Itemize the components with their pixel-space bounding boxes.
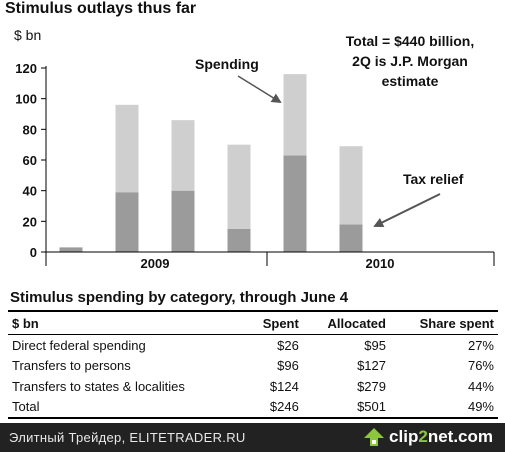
y-tick-label: 80 (23, 122, 37, 137)
brand-part-2: 2 (418, 427, 428, 446)
footer-bar: Элитный Трейдер, ELITETRADER.RU clip2net… (0, 423, 505, 452)
bar-tax-relief (227, 229, 251, 252)
bar-spending (283, 74, 307, 156)
tax-relief-annotation: Tax relief (403, 171, 464, 187)
table-cell-category: Total (8, 396, 246, 419)
bar-tax-relief (339, 224, 363, 252)
table-header-spent: Spent (245, 310, 303, 335)
bar-spending (227, 144, 251, 229)
table-cell-share: 49% (389, 396, 498, 419)
y-tick-label: 120 (15, 61, 37, 76)
spending-table: $ bn Spent Allocated Share spent Direct … (8, 310, 498, 419)
total-annotation: Total = $440 billion, 2Q is J.P. Morgan … (320, 31, 500, 91)
bar-spending (339, 146, 363, 225)
table-cell-share: 44% (467, 378, 494, 394)
table-cell-spent: $96 (277, 358, 299, 374)
brand-part-3: net.com (427, 427, 493, 446)
y-tick-label: 40 (23, 184, 37, 199)
clip2net-logo-icon (364, 428, 385, 446)
total-annotation-line-1: Total = $440 billion, (345, 33, 475, 49)
spending-arrow (237, 75, 282, 104)
bar-tax-relief (283, 155, 307, 252)
table-cell-spent: $124 (269, 378, 299, 394)
x-group-label: 2009 (141, 256, 170, 271)
table-row: Transfers to states & localities $124 $2… (8, 376, 498, 397)
table-cell-spent: $26 (277, 337, 299, 353)
table-cell-category: Transfers to states & localities (12, 378, 185, 394)
table-row-total: Total $246 $501 49% (8, 396, 498, 419)
bar-tax-relief (115, 192, 139, 252)
bar-spending (171, 120, 195, 191)
y-tick-label: 60 (23, 153, 37, 168)
bar-spending (115, 104, 139, 193)
table-row: Transfers to persons $96 $127 76% (8, 356, 498, 377)
table-cell-spent: $246 (245, 396, 303, 419)
total-annotation-line-2: 2Q is J.P. Morgan (352, 53, 468, 69)
table-title: Stimulus spending by category, through J… (10, 289, 349, 306)
chart-title: Stimulus outlays thus far (5, 0, 197, 17)
table-cell-allocated: $501 (302, 396, 390, 419)
y-tick-label: 20 (23, 214, 37, 229)
table-header-share-spent: Share spent (389, 310, 498, 335)
chart-plot: 0 20 40 60 80 100 120 2009 2010 (15, 61, 495, 271)
table-cell-allocated: $279 (357, 378, 386, 394)
bar-tax-relief (171, 190, 195, 252)
table-cell-category: Direct federal spending (12, 337, 146, 353)
spending-annotation: Spending (195, 56, 259, 72)
y-tick-label: 100 (15, 92, 37, 107)
y-axis-unit-label: $ bn (14, 27, 42, 43)
tax-relief-arrow (373, 193, 441, 227)
clip2net-wordmark: clip2net.com (389, 427, 493, 447)
brand-part-1: clip (389, 427, 419, 446)
table-row: Direct federal spending $26 $95 27% (8, 335, 498, 356)
table-header-allocated: Allocated (302, 310, 390, 335)
table-cell-category: Transfers to persons (12, 358, 131, 374)
table-cell-allocated: $95 (364, 337, 386, 353)
table-cell-share: 76% (467, 358, 494, 374)
table-header-unit: $ bn (8, 310, 246, 335)
total-annotation-line-3: estimate (381, 73, 439, 89)
table-cell-share: 27% (467, 337, 494, 353)
table-cell-allocated: $127 (357, 358, 386, 374)
x-group-label: 2010 (366, 256, 395, 271)
watermark-text: Элитный Трейдер, ELITETRADER.RU (9, 430, 246, 445)
bar-tax-relief (59, 247, 83, 252)
table-header-row: $ bn Spent Allocated Share spent (8, 310, 498, 335)
clip2net-logo[interactable]: clip2net.com (363, 426, 493, 448)
y-tick-label: 0 (30, 245, 37, 260)
